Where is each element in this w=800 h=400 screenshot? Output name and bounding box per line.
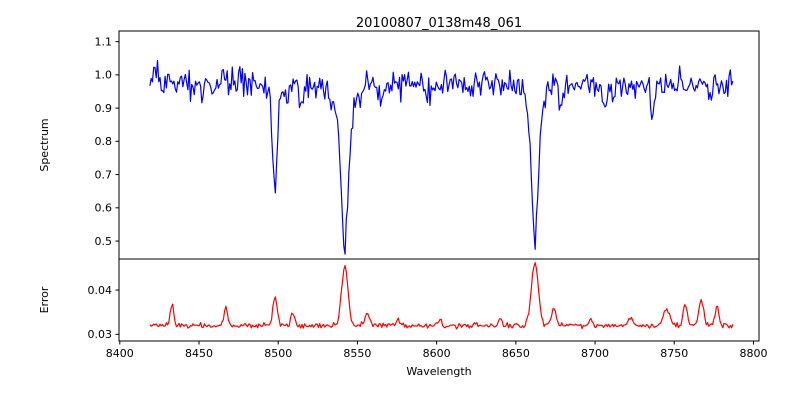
x-tick-label: 8600 [423, 347, 451, 360]
y-tick-label: 0.03 [88, 328, 113, 341]
x-tick-label: 8650 [502, 347, 530, 360]
spectrum-ylabel: Spectrum [38, 118, 51, 171]
y-tick-label: 0.04 [88, 284, 113, 297]
y-tick-label: 0.8 [95, 135, 113, 148]
x-tick-label: 8450 [185, 347, 213, 360]
y-tick-label: 1.0 [95, 69, 113, 82]
x-tick-label: 8550 [343, 347, 371, 360]
error-ylabel: Error [38, 286, 51, 313]
error-panel-border [118, 258, 760, 342]
y-tick-label: 0.5 [95, 235, 113, 248]
y-tick-label: 0.9 [95, 102, 113, 115]
x-axis-label: Wavelength [406, 365, 471, 378]
x-tick-label: 8800 [739, 347, 767, 360]
y-tick-label: 0.6 [95, 202, 113, 215]
axes-layer: 0.5 0.6 0.7 0.8 0.9 1.0 1.1 0.03 0.04 8400 8450 850… [88, 30, 767, 360]
x-tick-label: 8500 [264, 347, 292, 360]
x-tick-label: 8750 [660, 347, 688, 360]
spectrum-panel-border [118, 30, 760, 260]
y-tick-label: 1.1 [95, 35, 113, 48]
error-line [149, 262, 734, 330]
spectrum-line [149, 59, 734, 255]
x-tick-label: 8700 [581, 347, 609, 360]
x-tick-label: 8400 [106, 347, 134, 360]
chart-title: 20100807_0138m48_061 [356, 16, 522, 31]
y-tick-label: 0.7 [95, 168, 113, 181]
